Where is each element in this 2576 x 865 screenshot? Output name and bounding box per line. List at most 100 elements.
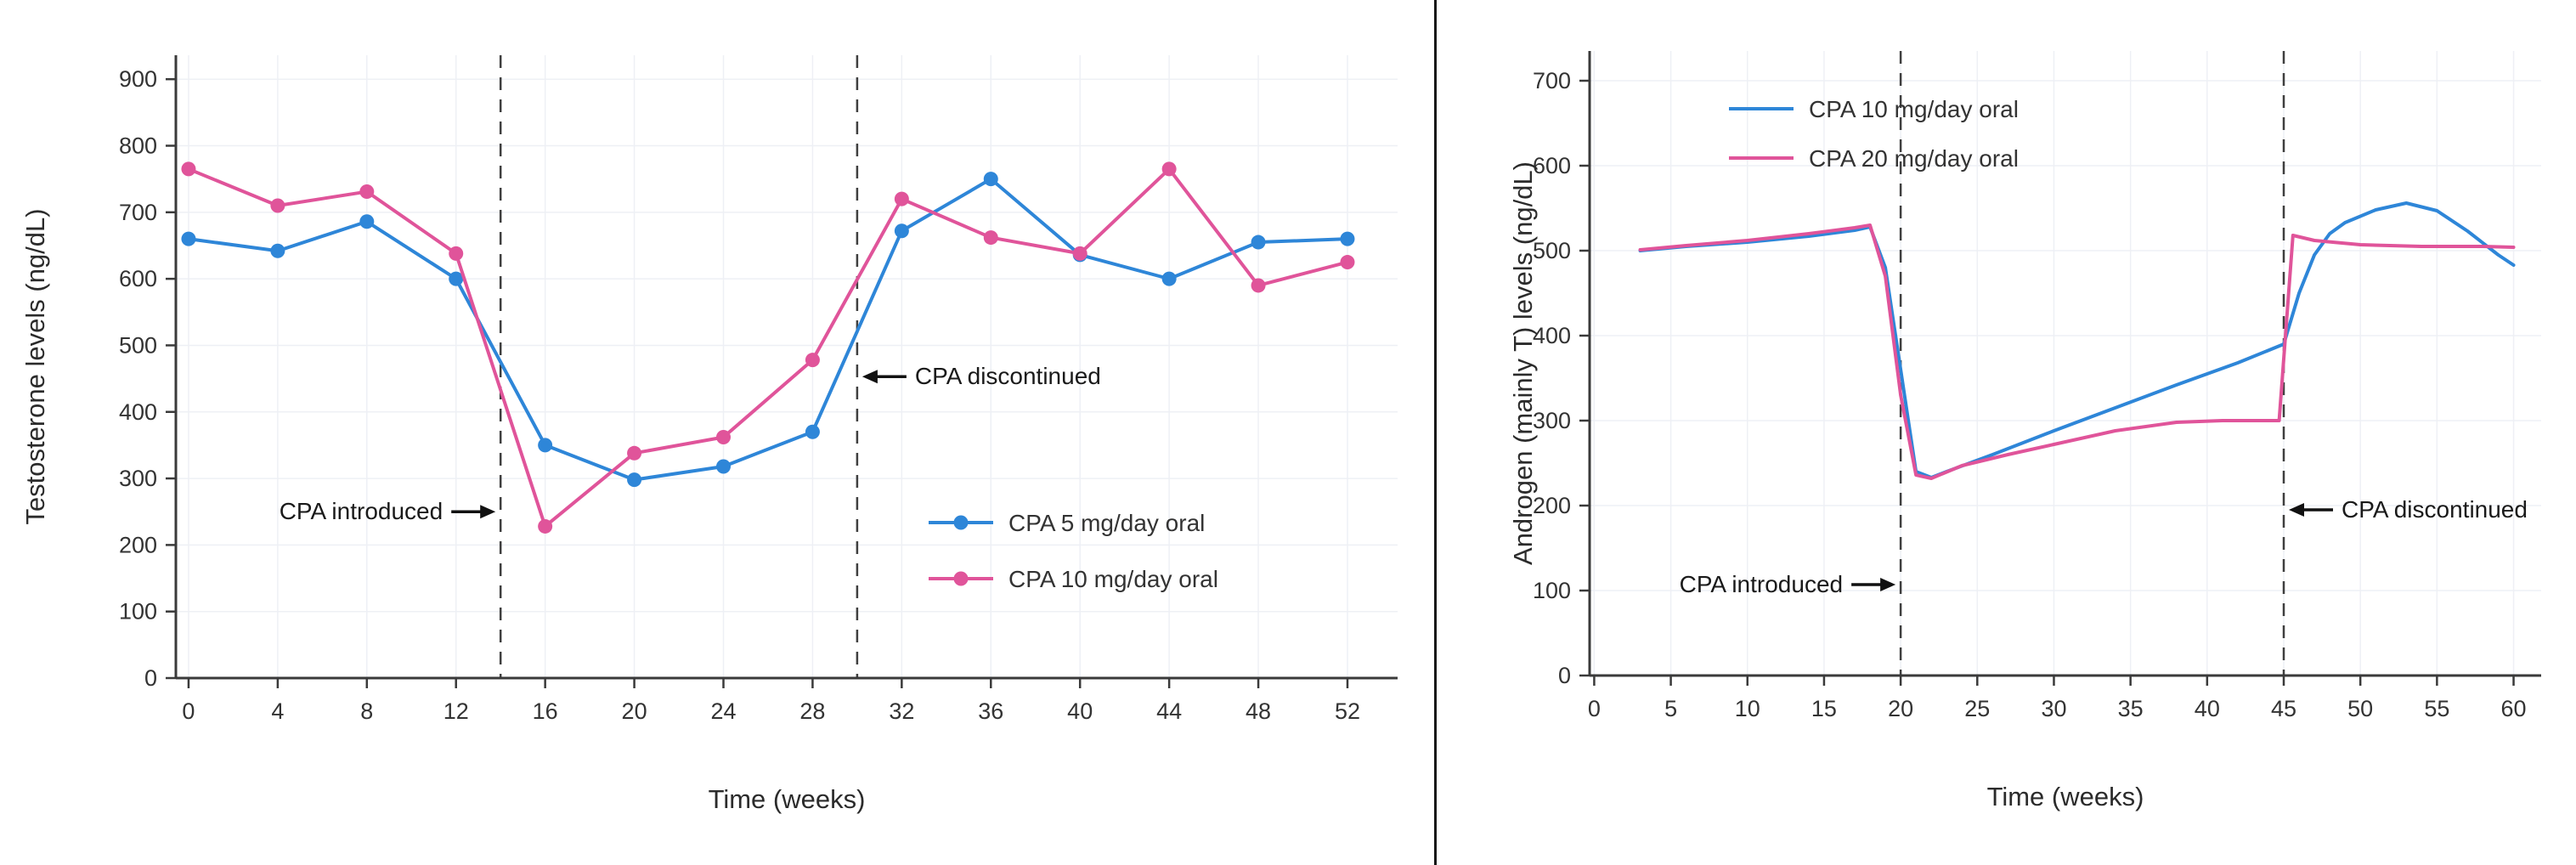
series-marker (270, 243, 285, 258)
x-tick-label: 0 (182, 698, 195, 724)
annotation-text: CPA introduced (280, 498, 443, 524)
series-marker (359, 214, 375, 229)
testosterone-chart: 0 4 8 12 16 20 24 28 32 36 40 44 48 52010020030040050… (20, 55, 1398, 814)
x-tick-label: 40 (1067, 698, 1093, 724)
x-tick-label: 20 (622, 698, 647, 724)
legend-label: CPA 10 mg/day oral (1008, 566, 1218, 592)
y-tick-label: 300 (1533, 408, 1571, 433)
series-line (1638, 223, 2516, 480)
series-marker (1340, 255, 1355, 270)
series-marker (716, 459, 732, 474)
series-marker (1161, 161, 1177, 177)
series-line (1638, 201, 2516, 479)
x-axis-title: Time (weeks) (709, 784, 866, 814)
series-marker (805, 353, 820, 368)
y-tick-label: 700 (1533, 68, 1571, 93)
series-marker (983, 172, 998, 187)
androgen-chart-panel: 0 5 10 15 20 25 30 35 40 45 50 55 60 0 100 200 300 400 500… (1437, 0, 2576, 865)
y-tick-label: 700 (119, 200, 157, 225)
x-tick-label: 0 (1588, 696, 1601, 721)
series-marker (1072, 246, 1087, 261)
series-marker (894, 191, 909, 206)
x-tick-label: 32 (889, 698, 914, 724)
y-tick-label: 400 (1533, 323, 1571, 348)
y-tick-label: 900 (119, 66, 157, 92)
testosterone-chart-panel: 0 4 8 12 16 20 24 28 32 36 40 44 48 52 0 100 200 300 400 50… (20, 55, 1398, 814)
series-marker (627, 445, 642, 461)
series-marker (627, 472, 642, 488)
series-marker (805, 424, 820, 439)
y-tick-label: 600 (119, 266, 157, 291)
x-tick-label: 25 (1964, 696, 1990, 721)
series-marker (538, 438, 553, 453)
x-axis-title: Time (weeks) (1987, 782, 2144, 811)
series-marker (538, 518, 553, 534)
x-tick-label: 48 (1246, 698, 1271, 724)
y-tick-label: 400 (119, 399, 157, 425)
x-tick-label: 10 (1735, 696, 1760, 721)
x-tick-label: 44 (1156, 698, 1182, 724)
x-tick-label: 52 (1335, 698, 1360, 724)
annotation-text: CPA discontinued (915, 363, 1101, 389)
x-tick-label: 28 (799, 698, 825, 724)
series-marker (1161, 271, 1177, 286)
annotation-arrow-head (480, 505, 496, 519)
legend-label: CPA 5 mg/day oral (1008, 510, 1205, 536)
annotation-text: CPA discontinued (2342, 496, 2528, 523)
series-marker (449, 246, 464, 261)
y-tick-label: 500 (119, 332, 157, 358)
x-tick-label: 5 (1664, 696, 1677, 721)
legend-swatch-marker (953, 515, 969, 530)
y-tick-label: 200 (119, 532, 157, 557)
series-marker (716, 430, 732, 445)
y-tick-label: 600 (1533, 153, 1571, 178)
series-marker (1251, 278, 1266, 293)
x-tick-label: 55 (2424, 696, 2449, 721)
series-marker (181, 161, 196, 177)
series-line (186, 167, 1349, 529)
series-marker (894, 223, 909, 239)
x-tick-label: 45 (2271, 696, 2296, 721)
x-tick-label: 36 (978, 698, 1003, 724)
series-marker (449, 271, 464, 286)
x-tick-label: 20 (1888, 696, 1913, 721)
y-axis-title: Androgen (mainly T) levels (ng/dL) (1508, 161, 1538, 565)
x-tick-label: 12 (443, 698, 469, 724)
legend-swatch-marker (953, 571, 969, 586)
y-tick-label: 100 (1533, 578, 1571, 603)
series-marker (270, 198, 285, 213)
androgen-chart: 0 5 10 15 20 25 30 35 40 45 50 55 600100200300400500… (1508, 51, 2541, 811)
x-tick-label: 60 (2501, 696, 2527, 721)
series-line (186, 177, 1349, 482)
x-tick-label: 50 (2347, 696, 2373, 721)
series-marker (181, 231, 196, 246)
x-tick-label: 16 (533, 698, 558, 724)
annotation-text: CPA introduced (1680, 571, 1844, 597)
y-tick-label: 0 (1558, 663, 1571, 688)
panel-divider (1434, 0, 1437, 865)
x-tick-label: 4 (271, 698, 284, 724)
series-marker (1251, 235, 1266, 250)
annotation-arrow-head (1880, 578, 1896, 591)
series-marker (983, 230, 998, 246)
y-tick-label: 100 (119, 599, 157, 625)
x-tick-label: 24 (710, 698, 736, 724)
x-tick-label: 8 (360, 698, 373, 724)
y-tick-label: 800 (119, 133, 157, 159)
y-axis-title: Testosterone levels (ng/dL) (20, 208, 50, 524)
y-tick-label: 200 (1533, 493, 1571, 518)
legend-label: CPA 20 mg/day oral (1809, 145, 2019, 172)
y-tick-label: 500 (1533, 238, 1571, 263)
series-marker (1340, 231, 1355, 246)
legend-label: CPA 10 mg/day oral (1809, 96, 2019, 122)
y-tick-label: 0 (144, 665, 157, 691)
series-marker (359, 184, 375, 200)
x-tick-label: 35 (2118, 696, 2144, 721)
annotation-arrow-head (861, 370, 878, 384)
x-tick-label: 40 (2195, 696, 2220, 721)
y-tick-label: 300 (119, 466, 157, 491)
annotation-arrow-head (2289, 503, 2305, 517)
x-tick-label: 15 (1811, 696, 1837, 721)
x-tick-label: 30 (2041, 696, 2066, 721)
